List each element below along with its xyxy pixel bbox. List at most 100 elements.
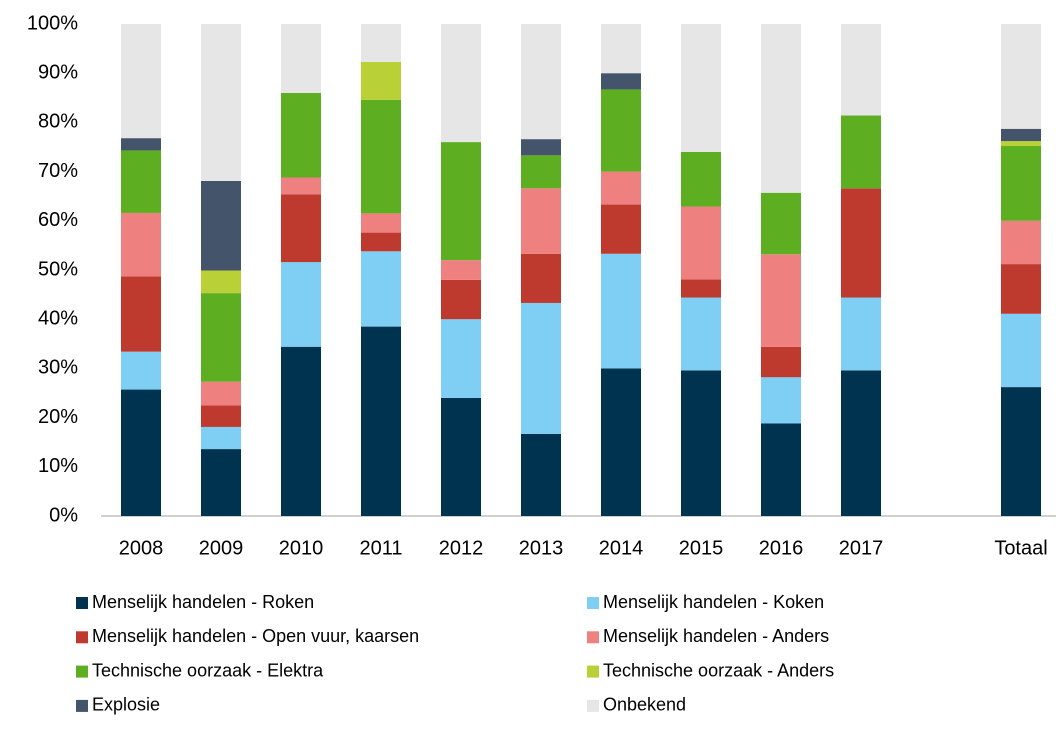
bar-segment (281, 177, 321, 195)
bar-segment (521, 139, 561, 156)
bar-segment (441, 24, 481, 143)
bar-segment (121, 389, 161, 516)
bar-segment (281, 92, 321, 178)
bar-segment (201, 405, 241, 427)
bar-segment (441, 319, 481, 398)
bar-segment (681, 297, 721, 371)
y-tick-label: 30% (38, 357, 78, 379)
bar-segment (441, 397, 481, 516)
legend-swatch (587, 597, 599, 609)
bar-segment (121, 150, 161, 213)
x-tick-label: 2009 (199, 537, 244, 559)
legend-label: Technische oorzaak - Elektra (92, 660, 324, 680)
bar-segment (121, 351, 161, 390)
y-tick-label: 0% (49, 504, 78, 526)
bar-segment (361, 24, 401, 62)
bar-segment (361, 61, 401, 100)
bar-segment (201, 449, 241, 516)
bar-segment (841, 115, 881, 189)
x-tick-label: 2008 (119, 537, 164, 559)
bar-segment (841, 24, 881, 116)
bar-segment (601, 204, 641, 254)
bar-segment (841, 188, 881, 298)
bar-segment (1001, 387, 1041, 516)
bar-segment (201, 293, 241, 382)
bar-segment (601, 368, 641, 516)
bar-segment (761, 423, 801, 516)
x-tick-label: Totaal (994, 537, 1047, 559)
bar-segment (281, 24, 321, 93)
legend-swatch (587, 631, 599, 644)
bar-segment (761, 24, 801, 193)
x-tick-label: 2017 (839, 537, 884, 559)
bar-segment (361, 326, 401, 516)
legend-swatch (76, 665, 88, 678)
bar-segment (121, 276, 161, 352)
y-tick-label: 10% (38, 455, 78, 477)
bar-segment (121, 24, 161, 139)
bar-segment (761, 346, 801, 378)
bar-segment (1001, 264, 1041, 314)
bar-segment (121, 212, 161, 277)
bar-segment (601, 89, 641, 172)
bar-segment (1001, 128, 1041, 142)
bar-segment (841, 297, 881, 371)
bar-segment (201, 426, 241, 450)
bar-segment (681, 24, 721, 152)
bar-segment (441, 142, 481, 261)
y-tick-label: 40% (38, 307, 78, 329)
bar-segment (1001, 146, 1041, 221)
bar-segment (681, 206, 721, 280)
legend-label: Menselijk handelen - Anders (603, 626, 829, 646)
bar-segment (521, 253, 561, 303)
legend-swatch (587, 665, 599, 678)
bar-segment (521, 24, 561, 140)
bar-segment (761, 192, 801, 255)
bar-segment (601, 24, 641, 74)
y-tick-label: 50% (38, 258, 78, 280)
bar-segment (681, 151, 721, 207)
bar-segment (201, 270, 241, 294)
bar-segment (1001, 220, 1041, 265)
legend-label: Explosie (92, 695, 160, 715)
bar-segment (361, 99, 401, 214)
bar-segment (521, 155, 561, 189)
x-tick-label: 2014 (599, 537, 644, 559)
legend-label: Menselijk handelen - Koken (603, 592, 824, 612)
bar-segment (201, 180, 241, 271)
x-tick-label: 2015 (679, 537, 724, 559)
bar-segment (121, 138, 161, 151)
bar-segment (601, 73, 641, 90)
bar-segment (601, 253, 641, 369)
bar-segment (361, 232, 401, 252)
y-tick-label: 60% (38, 209, 78, 231)
bar-segment (601, 171, 641, 205)
bar-segment (281, 346, 321, 516)
legend-label: Onbekend (603, 695, 686, 715)
legend-label: Menselijk handelen - Roken (92, 592, 314, 612)
legend-label: Menselijk handelen - Open vuur, kaarsen (92, 626, 419, 646)
legend-label: Technische oorzaak - Anders (603, 660, 834, 680)
legend-swatch (76, 699, 88, 712)
legend-swatch (76, 597, 88, 609)
bar-segment (441, 279, 481, 320)
bar-segment (281, 262, 321, 347)
bar-segment (1001, 24, 1041, 129)
y-tick-label: 80% (38, 111, 78, 133)
bar-segment (521, 188, 561, 254)
bar-segment (281, 194, 321, 263)
x-tick-label: 2011 (359, 537, 402, 559)
y-tick-label: 100% (27, 12, 78, 34)
legend-swatch (76, 631, 88, 644)
bar-segment (761, 377, 801, 424)
bar-segment (361, 213, 401, 233)
bar-segment (521, 433, 561, 516)
bar-segment (1001, 313, 1041, 388)
bar-segment (521, 302, 561, 434)
bar-segment (201, 24, 241, 181)
bar-segment (201, 381, 241, 406)
x-tick-label: 2013 (519, 537, 564, 559)
bar-segment (681, 279, 721, 298)
bar-segment (841, 370, 881, 516)
